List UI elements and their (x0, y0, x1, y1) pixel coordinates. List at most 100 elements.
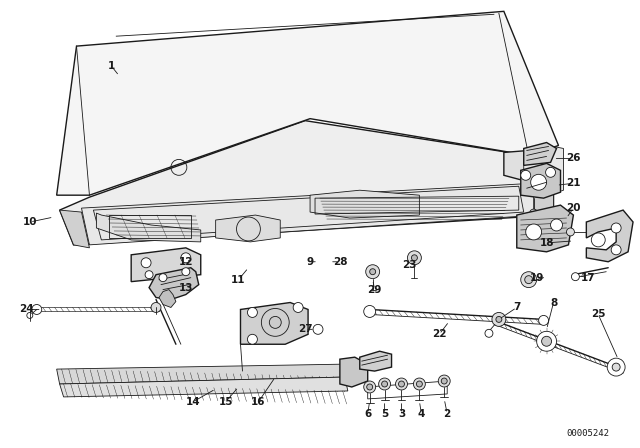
Polygon shape (241, 302, 308, 344)
Polygon shape (521, 164, 561, 198)
Circle shape (364, 306, 376, 318)
Circle shape (539, 315, 548, 325)
Text: 25: 25 (591, 310, 605, 319)
Polygon shape (524, 142, 557, 165)
Polygon shape (81, 183, 539, 245)
Text: 10: 10 (22, 217, 37, 227)
Text: 20: 20 (566, 203, 580, 213)
Circle shape (293, 302, 303, 312)
Circle shape (541, 336, 552, 346)
Text: 18: 18 (540, 238, 554, 248)
Circle shape (269, 316, 281, 328)
Circle shape (531, 174, 547, 190)
Polygon shape (360, 351, 392, 371)
Text: 12: 12 (179, 257, 193, 267)
Text: 11: 11 (231, 275, 246, 284)
Circle shape (611, 223, 621, 233)
Circle shape (141, 258, 151, 268)
Circle shape (379, 378, 390, 390)
Text: 14: 14 (186, 397, 200, 407)
Circle shape (413, 378, 426, 390)
Circle shape (159, 274, 167, 282)
Text: 16: 16 (251, 397, 266, 407)
Text: 19: 19 (529, 273, 544, 283)
Polygon shape (504, 148, 554, 193)
Circle shape (438, 375, 450, 387)
Circle shape (145, 271, 153, 279)
Circle shape (521, 170, 531, 180)
Circle shape (364, 381, 376, 393)
Circle shape (441, 378, 447, 384)
Text: 23: 23 (402, 260, 417, 270)
Circle shape (27, 312, 33, 319)
Text: 29: 29 (367, 284, 382, 295)
Text: 3: 3 (398, 409, 405, 419)
Circle shape (611, 245, 621, 255)
Circle shape (485, 329, 493, 337)
Text: 6: 6 (364, 409, 371, 419)
Circle shape (550, 219, 563, 231)
Polygon shape (524, 146, 563, 195)
Polygon shape (516, 205, 573, 252)
Circle shape (591, 233, 605, 247)
Circle shape (367, 384, 372, 390)
Text: 22: 22 (432, 329, 447, 339)
Circle shape (32, 305, 42, 314)
Circle shape (572, 273, 579, 280)
Polygon shape (60, 377, 348, 397)
Polygon shape (131, 248, 201, 282)
Circle shape (399, 381, 404, 387)
Circle shape (248, 307, 257, 318)
Polygon shape (57, 364, 345, 384)
Circle shape (537, 332, 557, 351)
Polygon shape (586, 210, 633, 262)
Circle shape (525, 224, 541, 240)
Text: 7: 7 (513, 302, 520, 312)
Text: 13: 13 (179, 283, 193, 293)
Polygon shape (149, 268, 199, 300)
Text: 27: 27 (298, 324, 312, 334)
Circle shape (313, 324, 323, 334)
Circle shape (612, 363, 620, 371)
Circle shape (496, 316, 502, 323)
Circle shape (492, 312, 506, 326)
Polygon shape (340, 357, 368, 387)
Circle shape (365, 265, 380, 279)
Text: 15: 15 (218, 397, 233, 407)
Circle shape (530, 209, 538, 217)
Text: 00005242: 00005242 (567, 429, 610, 438)
Text: 1: 1 (108, 61, 115, 71)
Text: 4: 4 (418, 409, 425, 419)
Text: 28: 28 (333, 257, 347, 267)
Polygon shape (534, 183, 554, 215)
Polygon shape (60, 121, 554, 245)
Text: 8: 8 (550, 297, 557, 307)
Text: 24: 24 (19, 305, 34, 314)
Circle shape (381, 381, 388, 387)
Text: 26: 26 (566, 153, 580, 164)
Text: 21: 21 (566, 178, 580, 188)
Circle shape (412, 255, 417, 261)
Polygon shape (97, 213, 201, 242)
Text: 2: 2 (444, 409, 451, 419)
Polygon shape (159, 289, 176, 307)
Circle shape (151, 302, 161, 312)
Circle shape (545, 168, 556, 177)
Circle shape (408, 251, 421, 265)
Circle shape (607, 358, 625, 376)
Circle shape (248, 334, 257, 344)
Text: 5: 5 (381, 409, 388, 419)
Circle shape (521, 271, 537, 288)
Circle shape (370, 269, 376, 275)
Polygon shape (216, 215, 280, 242)
Circle shape (417, 381, 422, 387)
Circle shape (566, 228, 575, 236)
Circle shape (182, 268, 190, 276)
Polygon shape (57, 11, 559, 195)
Polygon shape (60, 210, 90, 248)
Polygon shape (310, 190, 419, 218)
Text: 17: 17 (581, 273, 596, 283)
Circle shape (181, 253, 191, 263)
Circle shape (525, 276, 532, 284)
Circle shape (396, 378, 408, 390)
